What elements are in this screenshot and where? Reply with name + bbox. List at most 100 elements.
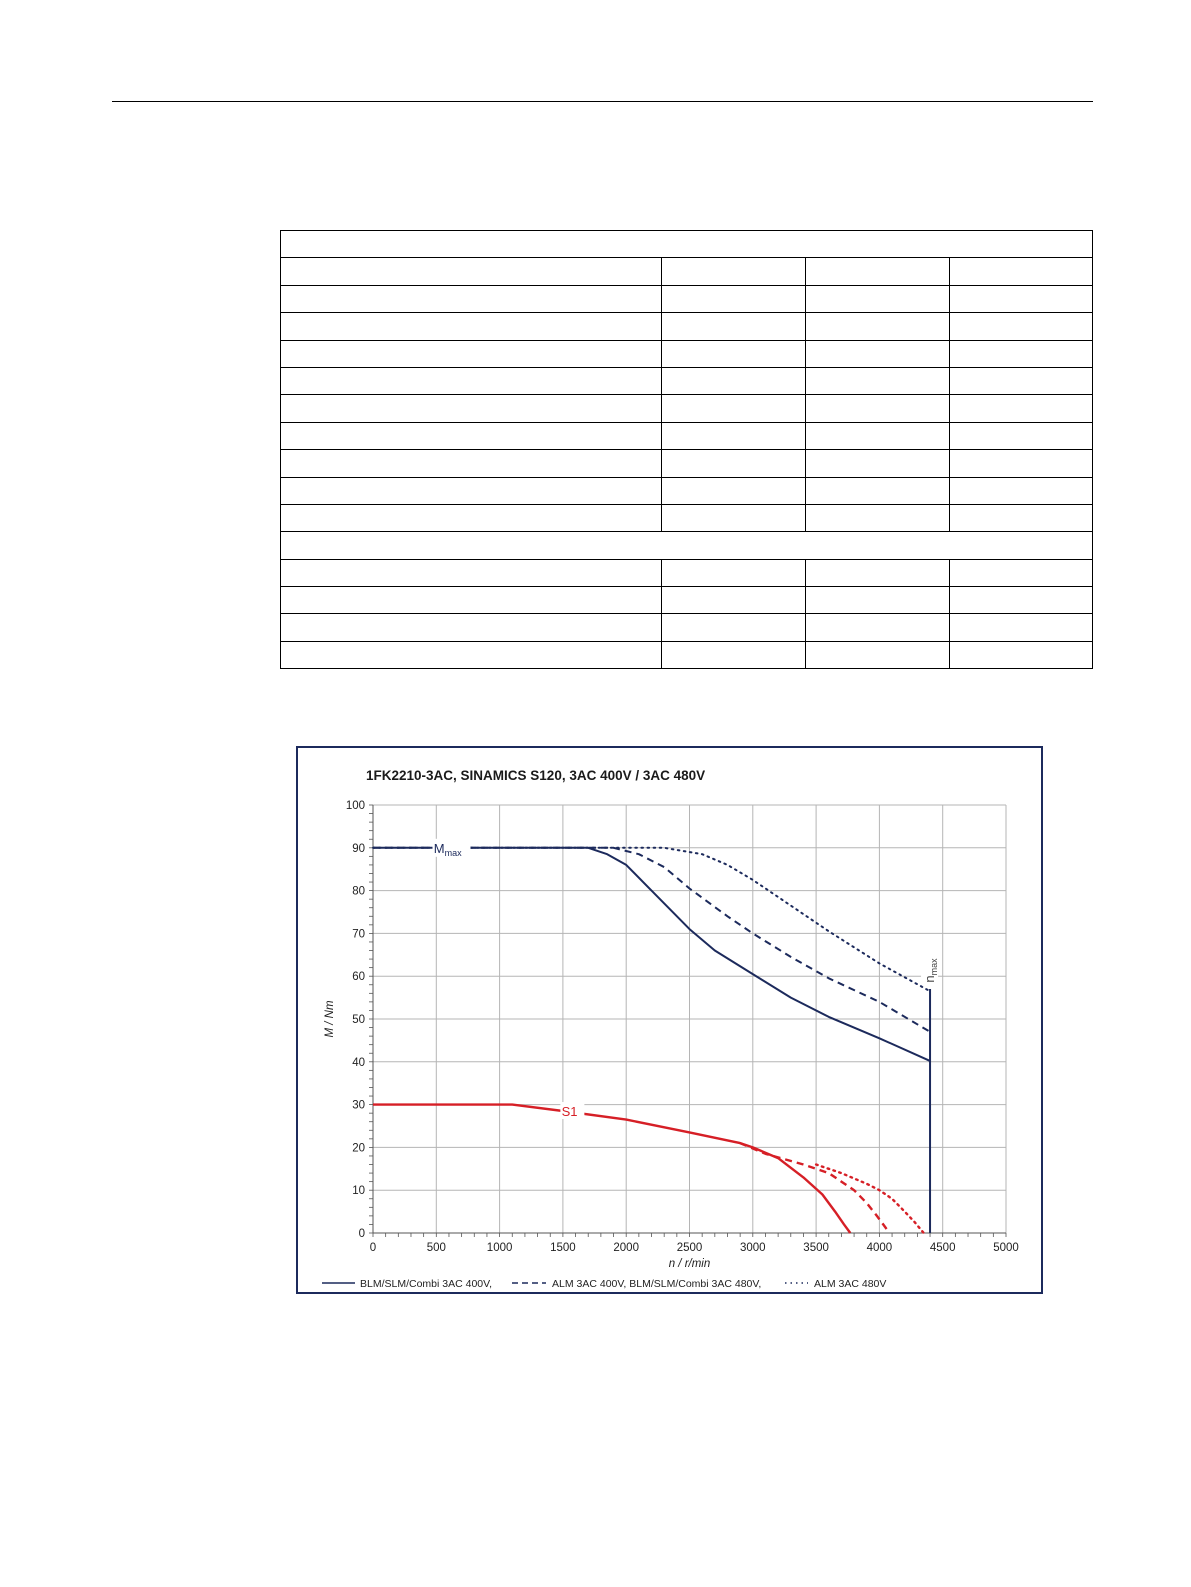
mmax-label-sub: max [445, 848, 463, 858]
table-cell [949, 394, 1093, 423]
x-tick-label: 1000 [487, 1242, 513, 1254]
table-cell [949, 339, 1093, 368]
table-row [280, 366, 1093, 396]
x-tick-label: 500 [427, 1242, 446, 1254]
table-cell [661, 339, 806, 368]
legend-label-dashed: ALM 3AC 400V, BLM/SLM/Combi 3AC 480V, [552, 1278, 761, 1290]
table-cell [805, 558, 950, 588]
nmax-label-background [921, 948, 939, 983]
table-cell [280, 558, 662, 588]
table-row [280, 613, 1093, 642]
y-tick-label: 100 [346, 800, 365, 812]
table-row [280, 640, 1093, 670]
table-cell [280, 284, 662, 314]
table-cell [949, 257, 1093, 286]
x-tick-label: 3500 [803, 1242, 829, 1254]
table-cell [949, 558, 1093, 588]
legend: BLM/SLM/Combi 3AC 400V, ALM 3AC 400V, BL… [322, 1278, 886, 1290]
table-cell [805, 284, 950, 314]
y-axis-label: M / Nm [324, 1000, 336, 1037]
y-tick-label: 50 [352, 1014, 365, 1026]
table-cell [949, 421, 1093, 451]
s1-label-background [560, 1102, 585, 1120]
table-cell [280, 421, 662, 451]
table-cell [280, 312, 662, 341]
table-cell [280, 476, 662, 505]
x-tick-label: 3000 [740, 1242, 766, 1254]
y-tick-label: 20 [352, 1142, 365, 1154]
table-cell [661, 366, 806, 396]
y-tick-label: 60 [352, 971, 365, 983]
table-cell [661, 586, 806, 615]
nmax-label-sub: max [929, 958, 939, 976]
data-table [280, 229, 1093, 670]
series-s1-dotted [814, 1163, 925, 1235]
table-cell [805, 394, 950, 423]
x-tick-label: 4500 [930, 1242, 956, 1254]
table-cell [280, 366, 662, 396]
mmax-label-main: M [434, 841, 445, 856]
table-cell [805, 257, 950, 286]
table-section-cell [280, 531, 1093, 560]
table-cell [661, 394, 806, 423]
table-cell [661, 312, 806, 341]
table-row [280, 284, 1093, 314]
table-cell [805, 312, 950, 341]
table-row [280, 558, 1093, 588]
table-cell [280, 257, 662, 286]
x-tick-label: 2000 [613, 1242, 639, 1254]
x-axis-label: n / r/min [669, 1258, 711, 1270]
y-tick-label: 80 [352, 886, 365, 898]
table-cell [661, 640, 806, 670]
table-cell [949, 640, 1093, 670]
x-tick-label: 2500 [677, 1242, 703, 1254]
minor-ticks [369, 804, 1007, 1237]
y-tick-label: 90 [352, 843, 365, 855]
series-lines [372, 846, 931, 1235]
table-row [280, 229, 1093, 259]
series-mmax-dotted [372, 846, 931, 993]
table-row [280, 503, 1093, 533]
table-cell [805, 640, 950, 670]
table-cell [280, 613, 662, 642]
table-row [280, 257, 1093, 286]
table-row [280, 394, 1093, 423]
table-cell [661, 558, 806, 588]
mmax-label-background [432, 838, 471, 857]
y-tick-label: 40 [352, 1057, 365, 1069]
table-row [280, 449, 1093, 478]
series-s1-solid [373, 1103, 852, 1234]
y-tick-label: 30 [352, 1100, 365, 1112]
nmax-label-text: nmax [922, 958, 939, 983]
table-cell [661, 284, 806, 314]
table-cell [280, 503, 662, 533]
table-cell [661, 257, 806, 286]
table-cell [280, 394, 662, 423]
nmax-label: nmax [921, 948, 939, 983]
table-cell [949, 366, 1093, 396]
table-row [280, 312, 1093, 341]
table-cell [949, 449, 1093, 478]
table-row [280, 421, 1093, 451]
chart-frame: 1FK2210-3AC, SINAMICS S120, 3AC 400V / 3… [296, 746, 1043, 1294]
table-cell [805, 586, 950, 615]
grid-lines [372, 804, 1007, 1234]
table-cell [805, 476, 950, 505]
y-tick-label: 70 [352, 928, 365, 940]
x-tick-label: 5000 [993, 1242, 1019, 1254]
torque-speed-chart: 1FK2210-3AC, SINAMICS S120, 3AC 400V / 3… [322, 768, 1019, 1290]
table-cell [805, 366, 950, 396]
table-cell [280, 586, 662, 615]
table-cell [661, 476, 806, 505]
table-row [280, 476, 1093, 505]
series-s1-dashed [739, 1141, 891, 1234]
table-cell [805, 503, 950, 533]
table-cell [805, 449, 950, 478]
nmax-label-main: n [922, 975, 937, 982]
s1-label-text: S1 [562, 1104, 578, 1119]
table-cell [949, 312, 1093, 341]
mmax-label: Mmax [432, 838, 471, 858]
table-cell [949, 503, 1093, 533]
table-cell [280, 449, 662, 478]
table-row [280, 586, 1093, 615]
